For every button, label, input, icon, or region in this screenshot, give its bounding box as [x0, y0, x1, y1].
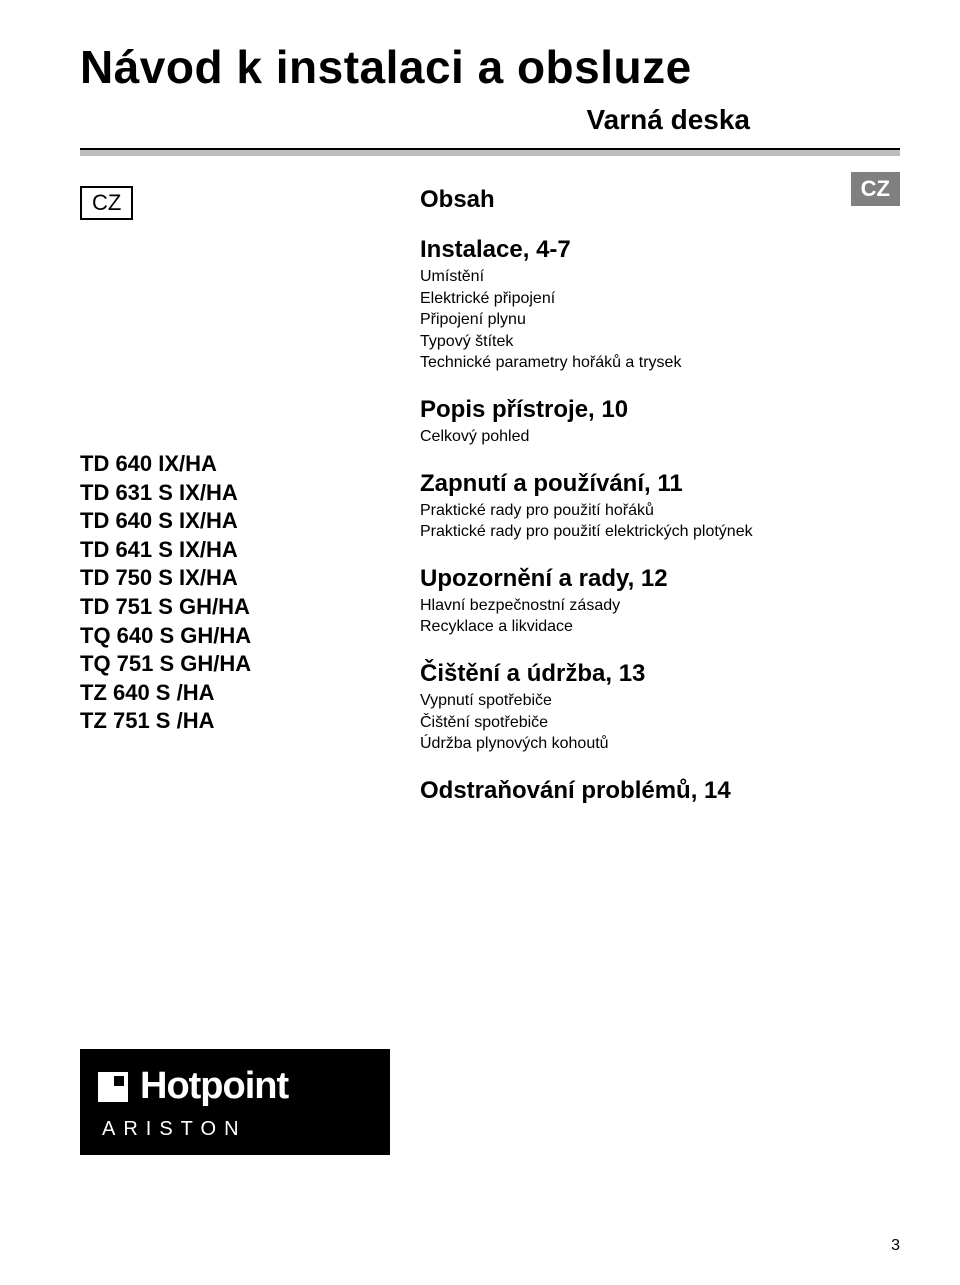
model-item: TD 640 IX/HA [80, 450, 400, 479]
rule-light [80, 150, 900, 156]
section-title: Popis přístroje, 10 [420, 396, 900, 424]
logo-top-row: Hotpoint [98, 1065, 372, 1108]
logo-text: Hotpoint [140, 1065, 288, 1108]
section-title: Čištění a údržba, 13 [420, 660, 900, 688]
section-item: Typový štítek [420, 331, 900, 353]
toc-section: Upozornění a rady, 12 Hlavní bezpečnostn… [420, 565, 900, 638]
section-title: Odstraňování problémů, 14 [420, 777, 900, 805]
section-title: Upozornění a rady, 12 [420, 565, 900, 593]
toc-heading: Obsah [420, 186, 900, 214]
section-item: Údržba plynových kohoutů [420, 733, 900, 755]
model-item: TD 750 S IX/HA [80, 564, 400, 593]
model-item: TD 641 S IX/HA [80, 536, 400, 565]
section-item: Praktické rady pro použití hořáků [420, 500, 900, 522]
model-item: TD 640 S IX/HA [80, 507, 400, 536]
model-item: TD 631 S IX/HA [80, 479, 400, 508]
title-block: Návod k instalaci a obsluze Varná deska [80, 40, 900, 156]
page-number: 3 [891, 1237, 900, 1255]
page: Návod k instalaci a obsluze Varná deska … [0, 0, 960, 1285]
body-row: CZ TD 640 IX/HA TD 631 S IX/HA TD 640 S … [80, 186, 900, 827]
section-item: Technické parametry hořáků a trysek [420, 352, 900, 374]
toc-section: Zapnutí a používání, 11 Praktické rady p… [420, 470, 900, 543]
model-list: TD 640 IX/HA TD 631 S IX/HA TD 640 S IX/… [80, 450, 400, 736]
subtitle: Varná deska [80, 104, 900, 136]
section-item: Umístění [420, 266, 900, 288]
model-item: TZ 640 S /HA [80, 679, 400, 708]
model-item: TD 751 S GH/HA [80, 593, 400, 622]
logo-subtext: ARISTON [98, 1118, 372, 1141]
rule-group [80, 148, 900, 156]
section-item: Recyklace a likvidace [420, 616, 900, 638]
toc-section: Čištění a údržba, 13 Vypnutí spotřebiče … [420, 660, 900, 755]
section-item: Praktické rady pro použití elektrických … [420, 521, 900, 543]
logo-square-icon [98, 1072, 128, 1102]
section-item: Hlavní bezpečnostní zásady [420, 595, 900, 617]
section-item: Elektrické připojení [420, 288, 900, 310]
model-item: TQ 751 S GH/HA [80, 650, 400, 679]
model-item: TQ 640 S GH/HA [80, 622, 400, 651]
toc-heading-block: Obsah [420, 186, 900, 214]
left-column: CZ TD 640 IX/HA TD 631 S IX/HA TD 640 S … [80, 186, 400, 827]
toc-section: Instalace, 4-7 Umístění Elektrické připo… [420, 236, 900, 374]
section-item: Vypnutí spotřebiče [420, 690, 900, 712]
right-column: Obsah Instalace, 4-7 Umístění Elektrické… [400, 186, 900, 827]
section-title: Instalace, 4-7 [420, 236, 900, 264]
model-item: TZ 751 S /HA [80, 707, 400, 736]
section-item: Čištění spotřebiče [420, 712, 900, 734]
toc-section: Popis přístroje, 10 Celkový pohled [420, 396, 900, 448]
brand-logo: Hotpoint ARISTON [80, 1049, 390, 1155]
section-item: Celkový pohled [420, 426, 900, 448]
section-item: Připojení plynu [420, 309, 900, 331]
lang-badge-right: CZ [851, 172, 900, 206]
toc-section: Odstraňování problémů, 14 [420, 777, 900, 805]
main-title: Návod k instalaci a obsluze [80, 40, 900, 94]
section-title: Zapnutí a používání, 11 [420, 470, 900, 498]
lang-badge-left: CZ [80, 186, 133, 220]
